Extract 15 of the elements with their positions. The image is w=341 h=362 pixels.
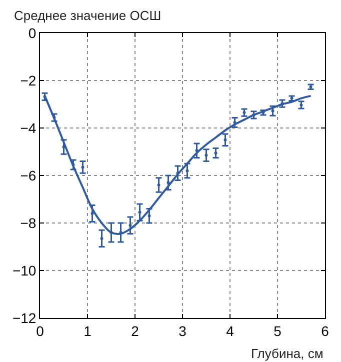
x-tick-label: 6 [321, 322, 330, 339]
y-tick-label: −12 [12, 310, 36, 326]
y-tick-label: −10 [12, 262, 36, 278]
y-tick-label: −6 [20, 167, 36, 184]
y-tick-label: −4 [20, 120, 36, 136]
x-tick-label: 2 [131, 322, 140, 339]
y-tick-label: −8 [20, 214, 36, 231]
x-tick-label: 5 [274, 322, 282, 339]
x-tick-label: 1 [84, 322, 92, 339]
y-axis-title: Среднее значение ОСШ [14, 8, 162, 23]
x-axis-title: Глубина, см [251, 346, 324, 361]
x-tick-label: 4 [226, 322, 234, 339]
x-tick-label: 3 [178, 322, 187, 339]
y-tick-label: 0 [28, 24, 36, 41]
y-tick-label: −2 [20, 72, 36, 88]
